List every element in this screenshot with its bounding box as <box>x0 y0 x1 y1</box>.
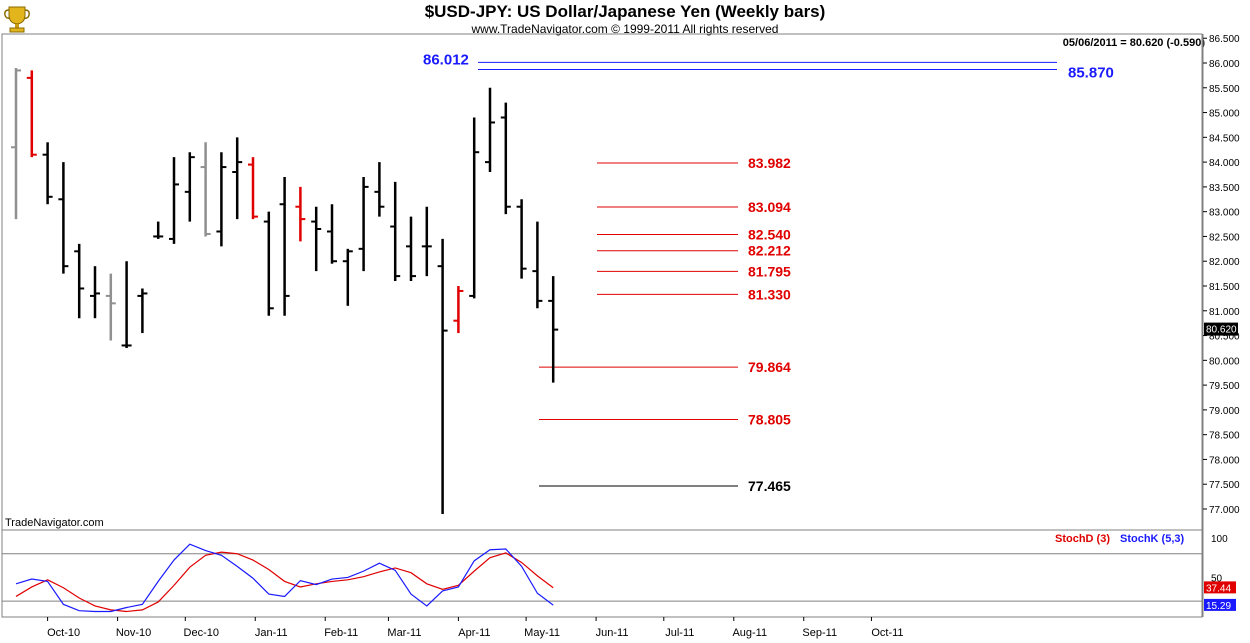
indicator-tick-label: 50 <box>1211 573 1223 584</box>
indicator-value-label: 15.29 <box>1206 601 1231 612</box>
y-tick-label: 78.500 <box>1209 431 1240 442</box>
level-label: 82.540 <box>748 226 791 242</box>
y-tick-label: 82.500 <box>1209 232 1240 243</box>
legend-stochd: StochD (3) <box>1055 533 1110 545</box>
legend-stochk: StochK (5,3) <box>1120 533 1185 545</box>
y-tick-label: 82.000 <box>1209 257 1240 268</box>
x-tick-label: Mar-11 <box>387 627 421 639</box>
last-price-box <box>1204 322 1238 336</box>
x-tick-label: Nov-10 <box>116 627 151 639</box>
y-tick-label: 81.000 <box>1209 307 1240 318</box>
level-label: 85.870 <box>1068 64 1114 81</box>
chart-title: $USD-JPY: US Dollar/Japanese Yen (Weekly… <box>424 2 826 21</box>
x-tick-label: May-11 <box>524 627 560 639</box>
indicator-value-box <box>1204 598 1236 611</box>
y-tick-label: 79.000 <box>1209 406 1240 417</box>
y-tick-label: 86.000 <box>1209 59 1240 70</box>
trophy-logo-icon <box>4 6 30 33</box>
watermark: TradeNavigator.com <box>5 517 104 529</box>
level-label: 83.094 <box>748 199 791 215</box>
x-tick-label: Oct-10 <box>47 627 80 639</box>
level-label: 81.330 <box>748 286 791 302</box>
level-label: 79.864 <box>748 359 791 375</box>
level-label: 82.212 <box>748 243 791 259</box>
x-tick-label: Jun-11 <box>596 627 629 639</box>
price-readout: 05/06/2011 = 80.620 (-0.590) <box>1062 37 1205 49</box>
y-tick-label: 84.500 <box>1209 133 1240 144</box>
level-label: 77.465 <box>748 478 791 494</box>
x-tick-label: Oct-11 <box>871 627 903 639</box>
y-tick-label: 83.000 <box>1209 208 1240 219</box>
y-tick-label: 80.500 <box>1209 332 1240 343</box>
x-tick-label: Aug-11 <box>732 627 767 639</box>
y-tick-label: 86.500 <box>1209 34 1240 45</box>
y-tick-label: 79.500 <box>1209 381 1240 392</box>
x-tick-label: Feb-11 <box>324 627 358 639</box>
level-label: 81.795 <box>748 263 791 279</box>
y-tick-label: 83.500 <box>1209 183 1240 194</box>
last-price-label: 80.620 <box>1206 325 1237 336</box>
stoch-line <box>15 543 554 613</box>
x-tick-label: Jul-11 <box>665 627 694 639</box>
y-tick-label: 77.500 <box>1209 480 1240 491</box>
x-tick-label: Jan-11 <box>255 627 288 639</box>
indicator-tick-label: 100 <box>1211 534 1228 545</box>
level-label: 78.805 <box>748 412 791 428</box>
y-tick-label: 80.000 <box>1209 356 1240 367</box>
stoch-line <box>15 551 554 613</box>
indicator-value-label: 37.44 <box>1206 583 1231 594</box>
x-tick-label: Apr-11 <box>458 627 490 639</box>
level-label: 83.982 <box>748 155 791 171</box>
indicator-value-box <box>1204 581 1236 594</box>
x-tick-label: Dec-10 <box>184 627 219 639</box>
y-tick-label: 85.000 <box>1209 109 1240 120</box>
y-tick-label: 77.000 <box>1209 505 1240 516</box>
level-label: 86.012 <box>423 51 469 68</box>
plot-frame <box>1 33 1203 618</box>
y-tick-label: 85.500 <box>1209 84 1240 95</box>
y-tick-label: 78.000 <box>1209 455 1240 466</box>
y-tick-label: 84.000 <box>1209 158 1240 169</box>
y-tick-label: 81.500 <box>1209 282 1240 293</box>
chart-subtitle: www.TradeNavigator.com © 1999-2011 All r… <box>471 22 779 36</box>
x-tick-label: Sep-11 <box>802 627 837 639</box>
